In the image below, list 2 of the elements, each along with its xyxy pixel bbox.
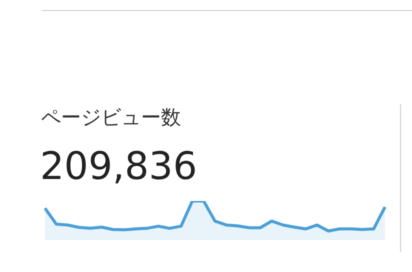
chart-title: ページビュー数	[41, 104, 181, 131]
text: 209,836	[40, 144, 198, 188]
